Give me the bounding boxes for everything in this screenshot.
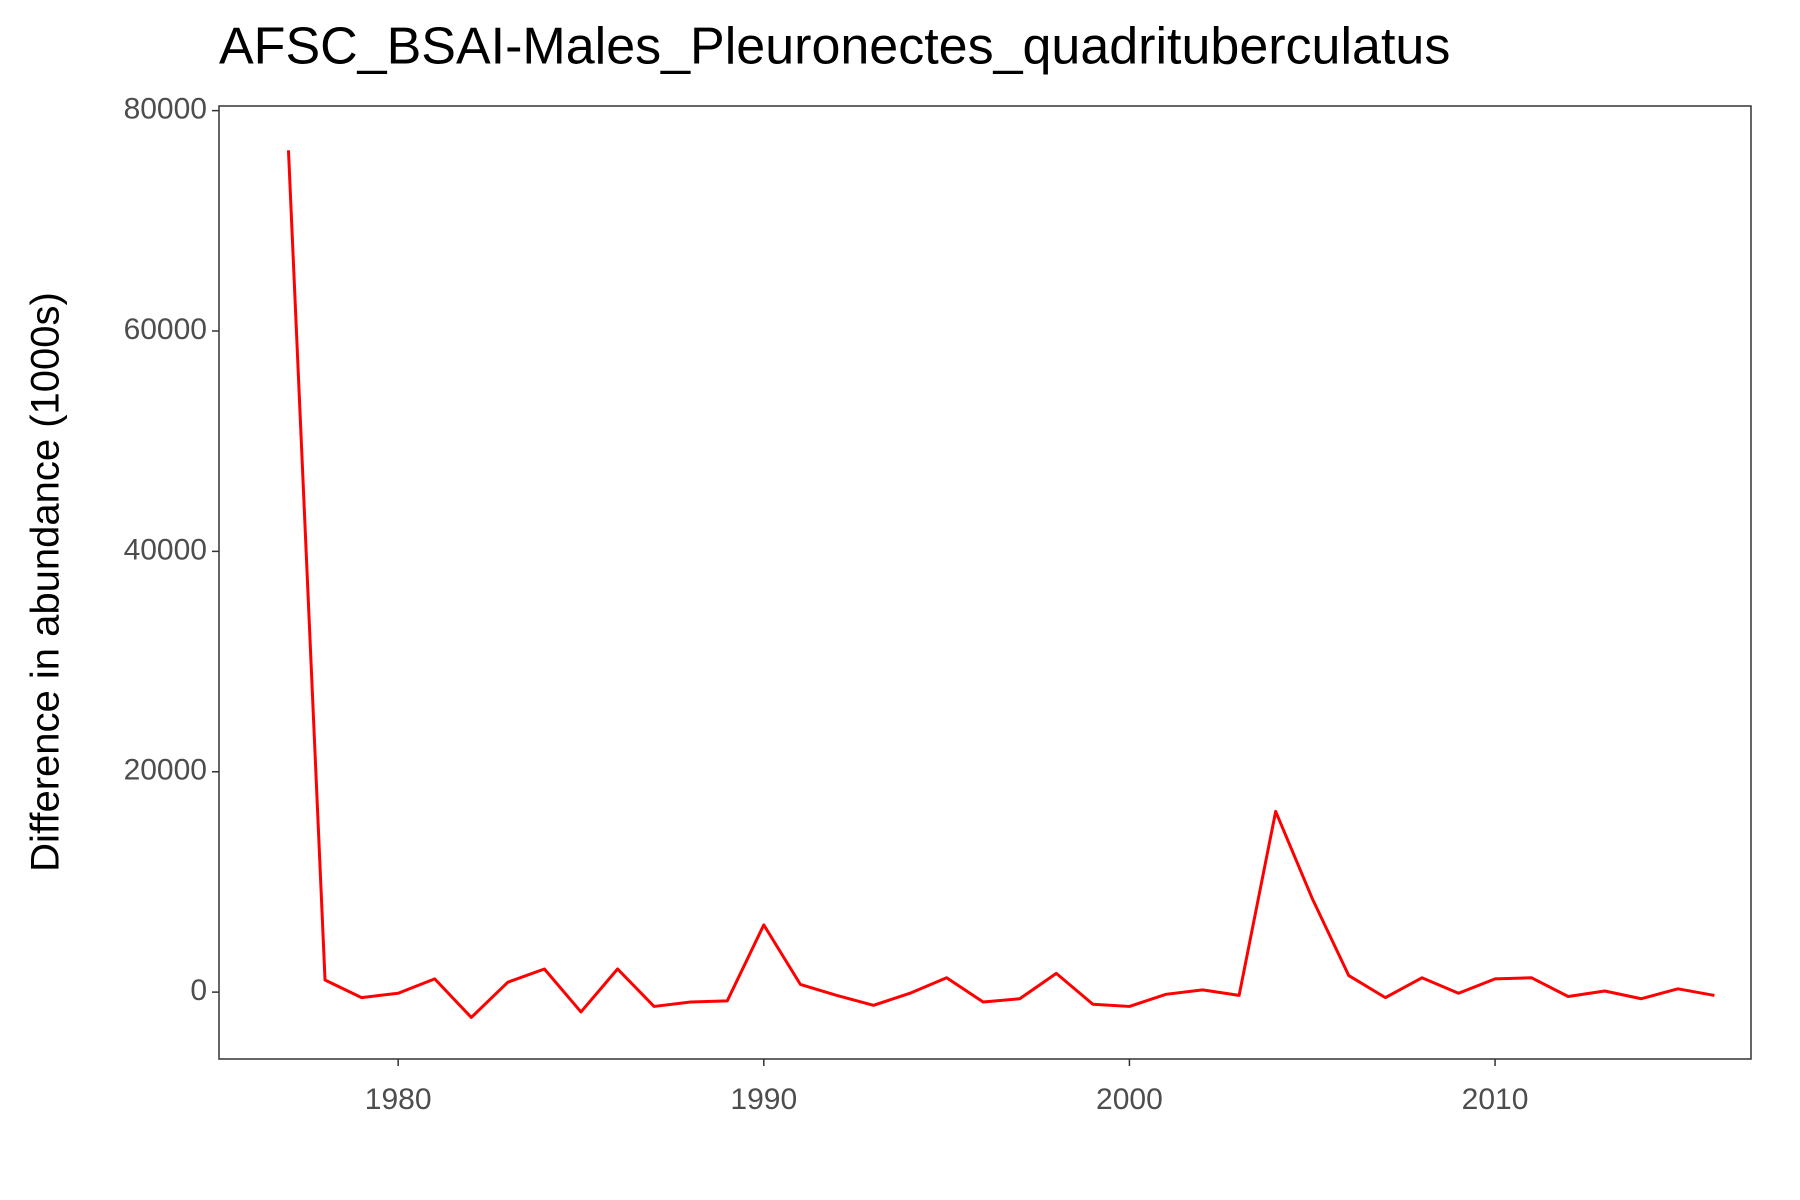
y-axis-title: Difference in abundance (1000s)	[24, 292, 68, 872]
x-tick-label: 1990	[730, 1083, 797, 1116]
y-tick-label: 60000	[124, 313, 207, 346]
x-tick-label: 2010	[1462, 1083, 1529, 1116]
plot-panel	[218, 105, 1752, 1060]
y-tick-label: 0	[190, 974, 207, 1007]
chart-title: AFSC_BSAI-Males_Pleuronectes_quadrituber…	[219, 18, 1450, 76]
y-tick-label: 80000	[124, 93, 207, 126]
x-tick-label: 2000	[1096, 1083, 1163, 1116]
x-tick-label: 1980	[365, 1083, 432, 1116]
y-tick-label: 40000	[124, 533, 207, 566]
data-line	[286, 150, 1715, 1019]
y-tick-label: 20000	[124, 754, 207, 787]
